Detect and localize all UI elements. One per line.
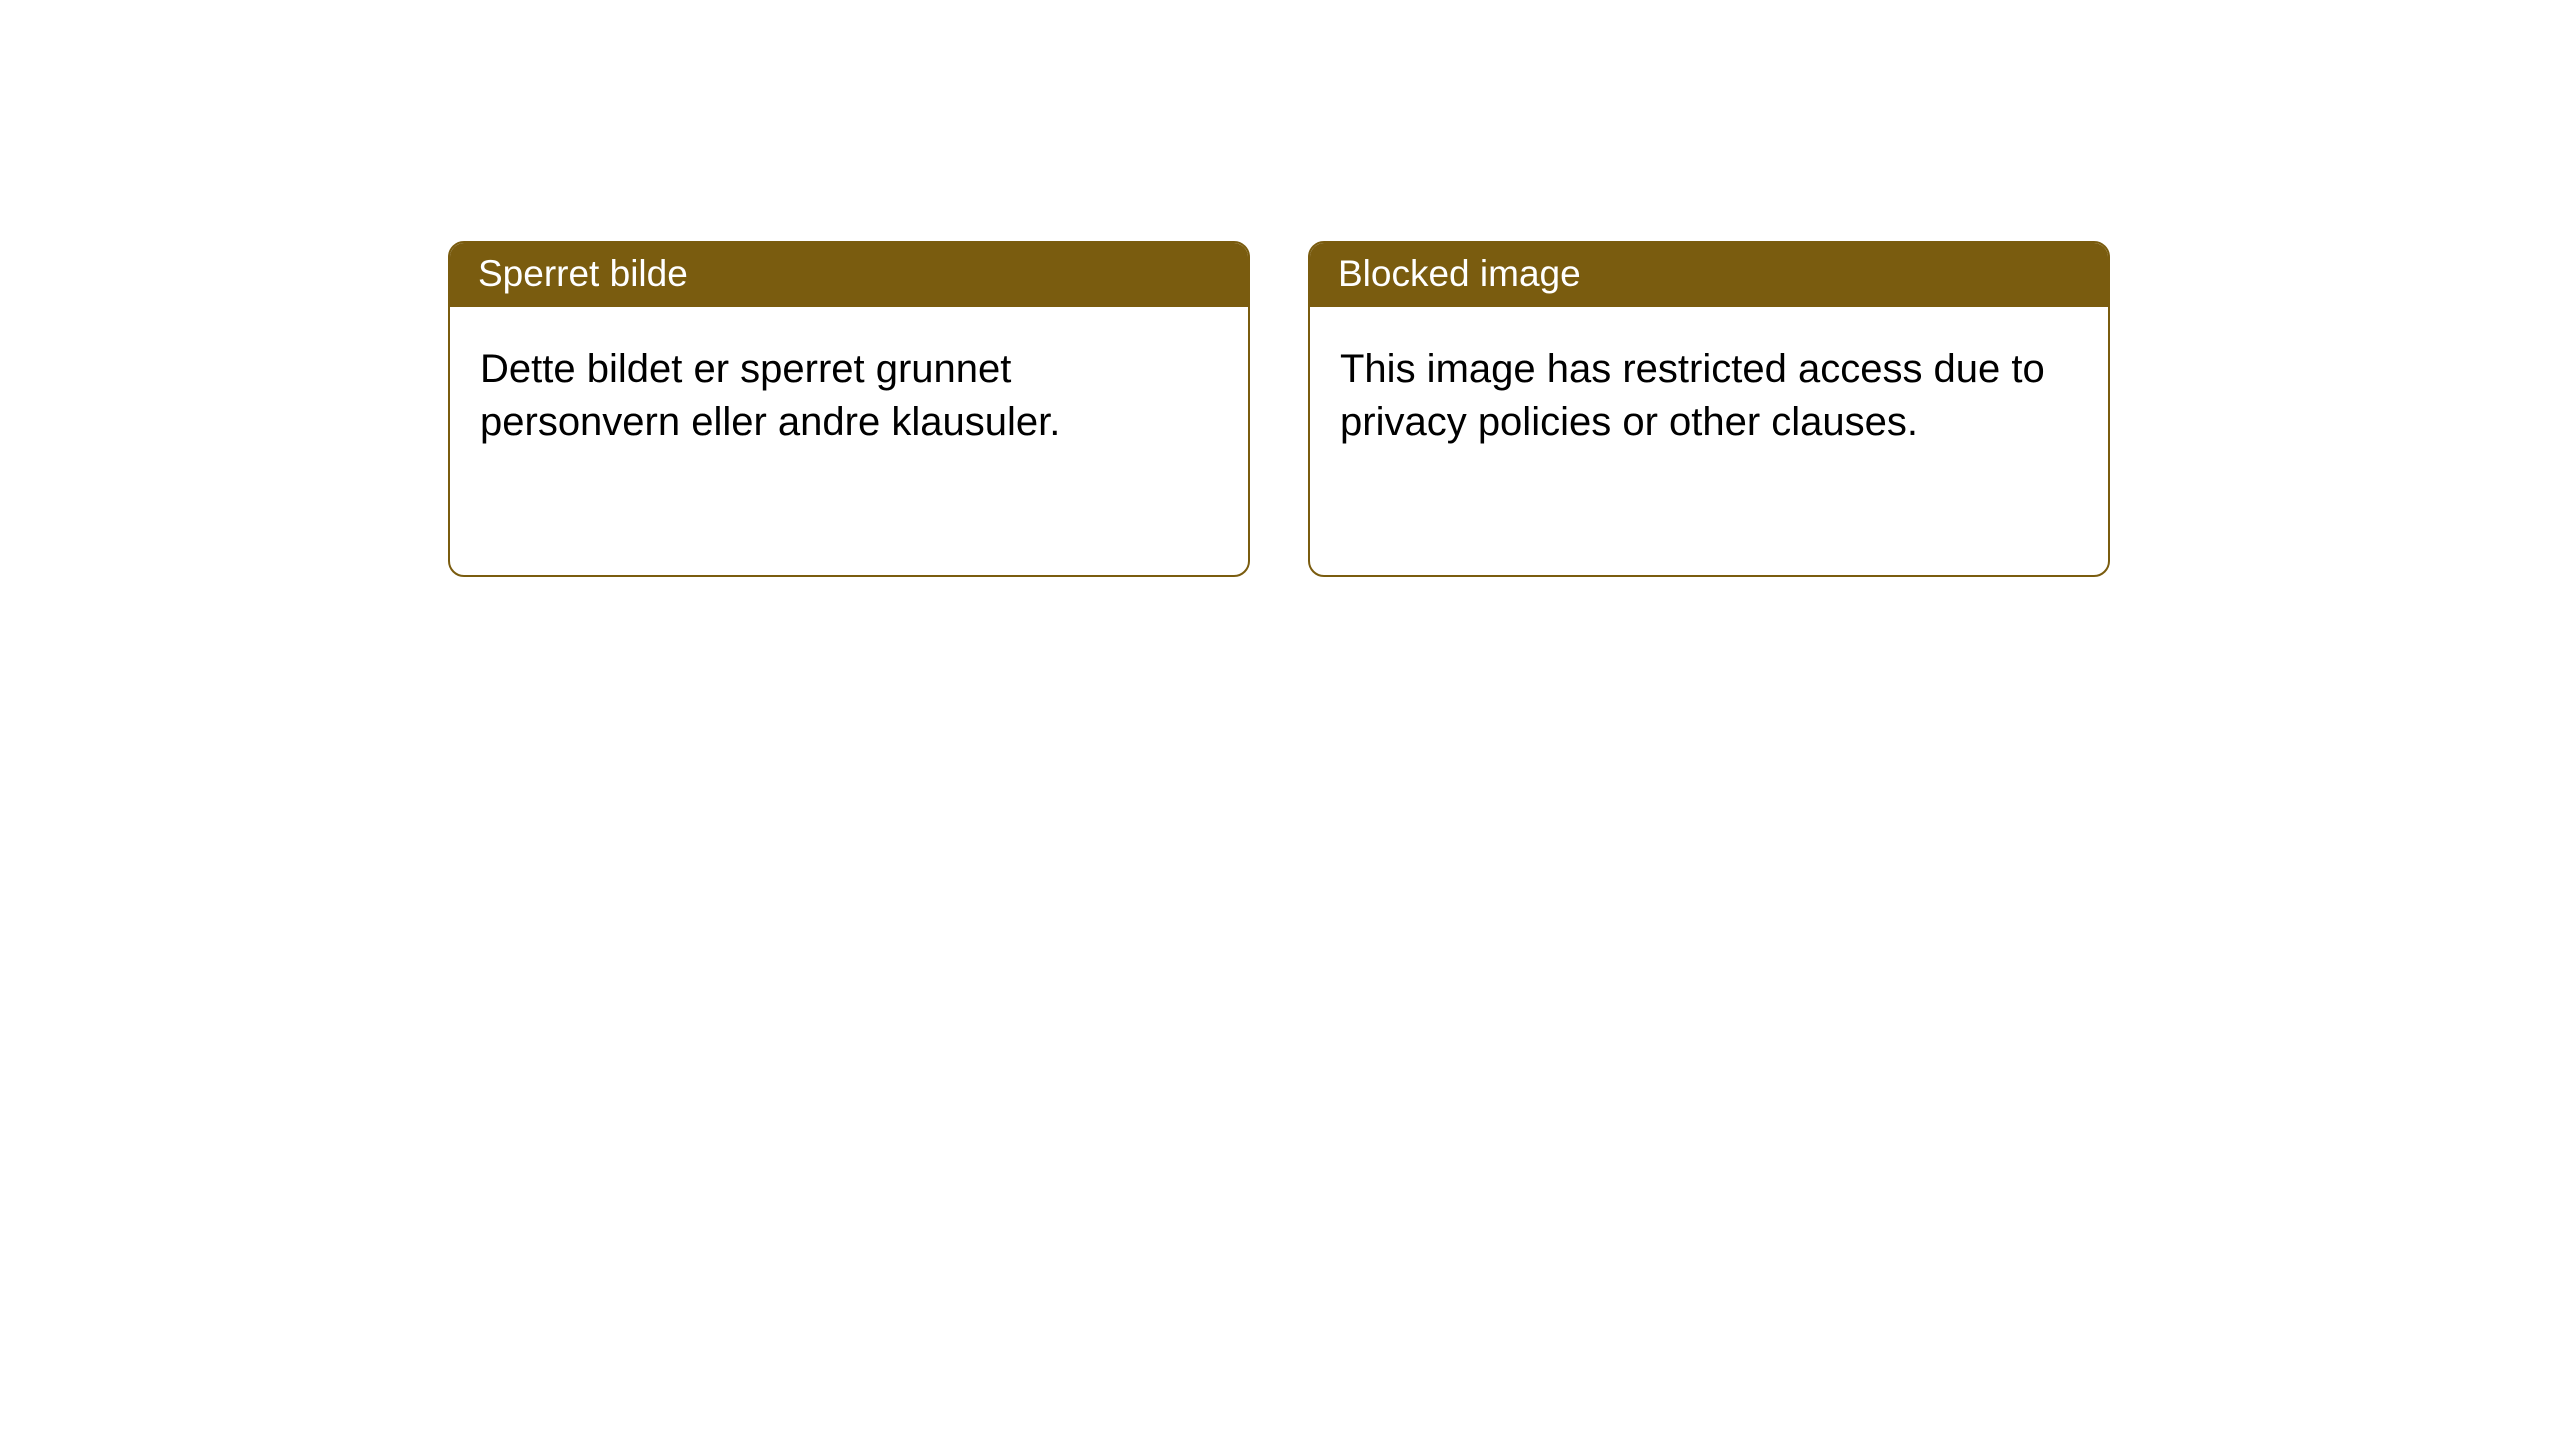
card-body-en: This image has restricted access due to … — [1310, 307, 2108, 575]
card-body-no: Dette bildet er sperret grunnet personve… — [450, 307, 1248, 575]
card-title-en: Blocked image — [1310, 243, 2108, 307]
blocked-image-card-en: Blocked image This image has restricted … — [1308, 241, 2110, 577]
notice-cards-row: Sperret bilde Dette bildet er sperret gr… — [448, 241, 2110, 577]
blocked-image-card-no: Sperret bilde Dette bildet er sperret gr… — [448, 241, 1250, 577]
card-title-no: Sperret bilde — [450, 243, 1248, 307]
